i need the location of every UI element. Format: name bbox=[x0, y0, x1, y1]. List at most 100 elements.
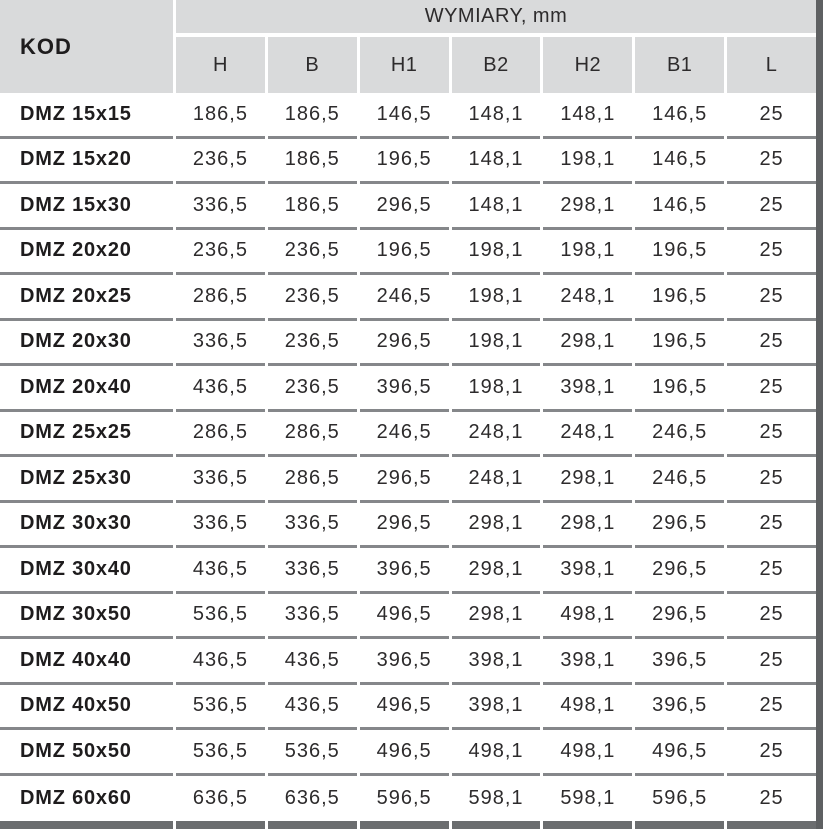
value-cell: 496,5 bbox=[359, 730, 449, 776]
code-cell: DMZ 15x30 bbox=[0, 184, 173, 230]
value-cell: 336,5 bbox=[267, 594, 357, 639]
value-cell: 246,5 bbox=[635, 457, 725, 503]
value-cell: 498,1 bbox=[543, 594, 633, 639]
value-cell: 148,1 bbox=[543, 93, 633, 139]
value-cell: 436,5 bbox=[267, 639, 357, 685]
value-cell: 436,5 bbox=[176, 548, 265, 594]
value-cell: 496,5 bbox=[359, 685, 449, 730]
column-header: H1 bbox=[359, 37, 449, 93]
value-cell: 236,5 bbox=[176, 230, 265, 275]
value-cell: 286,5 bbox=[176, 412, 265, 457]
value-cell: 536,5 bbox=[176, 730, 265, 776]
value-cell: 148,1 bbox=[451, 139, 541, 184]
value-cell: 248,1 bbox=[451, 457, 541, 503]
value-cell: 25 bbox=[727, 321, 816, 366]
value-cell: 186,5 bbox=[267, 139, 357, 184]
value-cell: 296,5 bbox=[635, 548, 725, 594]
column-header: B2 bbox=[451, 37, 541, 93]
value-cell: 198,1 bbox=[543, 139, 633, 184]
value-cell: 298,1 bbox=[543, 321, 633, 366]
value-cell: 246,5 bbox=[359, 275, 449, 321]
value-cell: 536,5 bbox=[267, 730, 357, 776]
value-cell: 25 bbox=[727, 457, 816, 503]
value-cell: 196,5 bbox=[635, 230, 725, 275]
value-cell: 148,1 bbox=[451, 93, 541, 139]
kod-column-header: KOD bbox=[0, 0, 173, 93]
value-cell: 536,5 bbox=[176, 594, 265, 639]
value-cell: 25 bbox=[727, 412, 816, 457]
value-cell: 436,5 bbox=[267, 685, 357, 730]
code-cell: DMZ 15x20 bbox=[0, 139, 173, 184]
value-cell: 236,5 bbox=[267, 275, 357, 321]
bottom-bar-segment bbox=[727, 821, 816, 829]
bottom-bar-segment bbox=[0, 821, 173, 829]
value-cell: 396,5 bbox=[635, 685, 725, 730]
value-cell: 25 bbox=[727, 184, 816, 230]
value-cell: 296,5 bbox=[359, 503, 449, 548]
code-cell: DMZ 30x40 bbox=[0, 548, 173, 594]
value-cell: 498,1 bbox=[543, 730, 633, 776]
bottom-bar-segment bbox=[451, 821, 541, 829]
value-cell: 298,1 bbox=[543, 503, 633, 548]
value-cell: 25 bbox=[727, 230, 816, 275]
value-cell: 336,5 bbox=[176, 184, 265, 230]
column-header: B1 bbox=[635, 37, 725, 93]
value-cell: 186,5 bbox=[176, 93, 265, 139]
value-cell: 286,5 bbox=[176, 275, 265, 321]
code-cell: DMZ 25x30 bbox=[0, 457, 173, 503]
value-cell: 296,5 bbox=[359, 184, 449, 230]
value-cell: 25 bbox=[727, 366, 816, 412]
value-cell: 186,5 bbox=[267, 184, 357, 230]
value-cell: 398,1 bbox=[451, 685, 541, 730]
value-cell: 398,1 bbox=[451, 639, 541, 685]
value-cell: 398,1 bbox=[543, 366, 633, 412]
code-cell: DMZ 50x50 bbox=[0, 730, 173, 776]
value-cell: 598,1 bbox=[560, 786, 616, 809]
value-cell: 496,5 bbox=[635, 730, 725, 776]
value-cell: 146,5 bbox=[359, 93, 449, 139]
code-cell: DMZ 20x30 bbox=[0, 321, 173, 366]
value-cell: 25 bbox=[727, 93, 816, 139]
value-cell: 296,5 bbox=[359, 457, 449, 503]
bottom-bar-segment bbox=[359, 821, 449, 829]
value-cell: 298,1 bbox=[451, 503, 541, 548]
value-cell: 198,1 bbox=[451, 366, 541, 412]
value-cell: 636,5 bbox=[284, 786, 340, 809]
code-cell: DMZ 30x30 bbox=[0, 503, 173, 548]
value-cell: 25 bbox=[727, 730, 816, 776]
value-cell: 196,5 bbox=[359, 139, 449, 184]
code-cell: DMZ 25x25 bbox=[0, 412, 173, 457]
value-cell: 248,1 bbox=[451, 412, 541, 457]
value-cell: 248,1 bbox=[543, 412, 633, 457]
value-cell: 286,5 bbox=[267, 412, 357, 457]
code-cell: DMZ 40x40 bbox=[0, 639, 173, 685]
value-cell: 198,1 bbox=[451, 275, 541, 321]
code-cell: DMZ 60x60 bbox=[20, 786, 132, 809]
value-cell: 596,5 bbox=[652, 786, 708, 809]
value-cell: 196,5 bbox=[635, 321, 725, 366]
code-cell: DMZ 40x50 bbox=[0, 685, 173, 730]
code-cell: DMZ 20x25 bbox=[0, 275, 173, 321]
value-cell: 598,1 bbox=[468, 786, 524, 809]
value-cell: 298,1 bbox=[451, 594, 541, 639]
value-cell: 596,5 bbox=[376, 786, 432, 809]
right-edge-bar bbox=[816, 0, 823, 829]
value-cell: 536,5 bbox=[176, 685, 265, 730]
value-cell: 25 bbox=[727, 685, 816, 730]
code-cell: DMZ 15x15 bbox=[0, 93, 173, 139]
value-cell: 246,5 bbox=[359, 412, 449, 457]
value-cell: 196,5 bbox=[359, 230, 449, 275]
value-cell: 148,1 bbox=[451, 184, 541, 230]
code-cell: DMZ 30x50 bbox=[0, 594, 173, 639]
value-cell: 396,5 bbox=[359, 639, 449, 685]
value-cell: 336,5 bbox=[176, 457, 265, 503]
column-header: H2 bbox=[543, 37, 633, 93]
value-cell: 248,1 bbox=[543, 275, 633, 321]
value-cell: 146,5 bbox=[635, 184, 725, 230]
value-cell: 196,5 bbox=[635, 275, 725, 321]
value-cell: 25 bbox=[727, 548, 816, 594]
value-cell: 336,5 bbox=[267, 503, 357, 548]
column-header: H bbox=[176, 37, 265, 93]
value-cell: 396,5 bbox=[635, 639, 725, 685]
